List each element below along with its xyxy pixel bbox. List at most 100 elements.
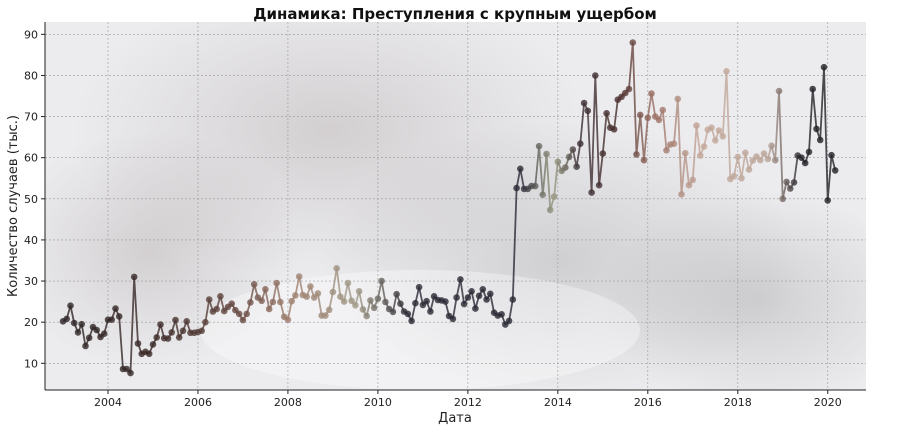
data-point	[472, 305, 479, 312]
data-point	[322, 312, 329, 319]
data-point	[82, 342, 89, 350]
data-point	[367, 297, 374, 304]
data-point	[262, 286, 269, 293]
data-point	[348, 297, 355, 305]
data-point	[805, 148, 813, 156]
data-point	[67, 302, 74, 310]
data-point	[562, 164, 569, 171]
data-point	[801, 159, 809, 167]
data-point	[453, 294, 460, 301]
data-point	[539, 191, 547, 198]
data-point	[682, 149, 689, 157]
data-point	[344, 279, 352, 287]
data-point	[610, 126, 618, 133]
data-point	[277, 298, 284, 306]
data-point	[577, 140, 584, 147]
series-group	[59, 39, 839, 377]
data-point	[554, 158, 562, 166]
data-point	[685, 181, 693, 189]
data-point	[468, 288, 475, 295]
y-axis-label: Количество случаев (тыс.)	[6, 115, 21, 297]
data-point	[655, 116, 663, 124]
data-point	[584, 107, 592, 115]
x-axis-label: Дата	[438, 411, 472, 426]
data-point	[423, 297, 430, 305]
data-point	[235, 310, 243, 318]
data-point	[164, 335, 172, 342]
x-tick-label: 2010	[364, 396, 392, 409]
axis-ticks: 2004 2006 2008 2010 2012 2014 2016 2018 2020 10 20…	[24, 28, 842, 409]
data-point	[382, 298, 389, 306]
data-point	[442, 298, 449, 305]
data-point	[145, 350, 153, 358]
data-point	[816, 136, 824, 144]
data-point	[569, 146, 577, 153]
data-point	[228, 300, 235, 308]
y-tick-label: 30	[24, 275, 38, 288]
data-point	[153, 334, 160, 341]
data-point	[670, 140, 678, 147]
x-tick-label: 2004	[94, 396, 122, 409]
data-point	[543, 150, 550, 158]
data-point	[719, 133, 727, 140]
data-point	[700, 143, 708, 150]
x-tick-label: 2020	[814, 396, 842, 409]
data-point	[742, 149, 749, 157]
data-point	[588, 189, 595, 196]
data-point	[730, 172, 738, 180]
x-tick-label: 2014	[544, 396, 572, 409]
data-point	[183, 318, 190, 325]
data-point	[580, 99, 588, 107]
y-tick-label: 60	[24, 152, 38, 165]
data-point	[412, 299, 419, 307]
data-point	[779, 195, 786, 203]
data-point	[663, 147, 670, 154]
data-point	[333, 265, 341, 272]
data-point	[337, 293, 344, 301]
data-point	[483, 296, 490, 303]
data-point	[202, 318, 209, 326]
data-point	[460, 300, 468, 308]
data-point	[689, 176, 697, 184]
data-point	[258, 297, 266, 305]
data-point	[408, 317, 415, 325]
data-point	[693, 122, 700, 129]
data-point	[625, 85, 633, 93]
y-tick-label: 40	[24, 234, 38, 247]
x-tick-label: 2012	[454, 396, 482, 409]
data-point	[644, 114, 652, 122]
data-point	[179, 327, 187, 335]
data-point	[786, 185, 794, 192]
data-point	[517, 165, 524, 173]
data-point	[198, 327, 205, 335]
data-point	[112, 305, 119, 312]
data-point	[265, 305, 273, 313]
data-point	[175, 334, 183, 341]
data-point	[149, 341, 157, 348]
chart-title: Динамика: Преступления с крупным ущербом	[253, 5, 657, 23]
data-point	[457, 276, 464, 283]
plot-background	[45, 22, 866, 390]
data-point	[697, 152, 704, 159]
data-point	[352, 302, 359, 309]
y-tick-label: 80	[24, 69, 38, 82]
data-point	[509, 296, 517, 303]
data-point	[768, 142, 775, 150]
data-point	[633, 151, 640, 158]
data-point	[637, 111, 644, 119]
data-point	[374, 295, 382, 303]
data-point	[760, 150, 768, 157]
data-point	[738, 174, 745, 182]
data-point	[363, 312, 370, 320]
data-point	[745, 166, 753, 173]
x-tick-label: 2016	[634, 396, 662, 409]
data-point	[404, 310, 412, 318]
data-point	[378, 277, 385, 285]
data-point	[595, 181, 603, 189]
data-point	[573, 163, 580, 170]
data-point	[85, 334, 93, 342]
data-point	[288, 297, 296, 305]
data-point	[427, 308, 434, 315]
data-point	[295, 273, 303, 280]
data-point	[809, 85, 816, 93]
